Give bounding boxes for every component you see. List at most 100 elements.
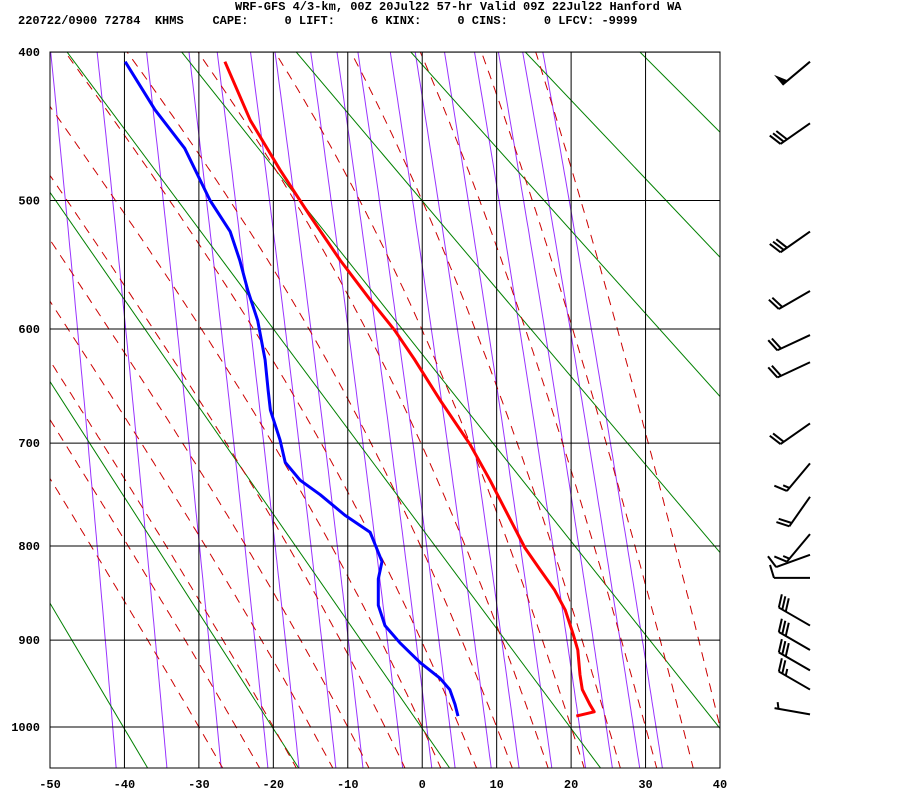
barb-full [776, 521, 790, 528]
wind-barb [767, 334, 811, 352]
dry-adiabat [524, 52, 720, 258]
barb-staff [776, 334, 811, 352]
dry-adiabat [295, 52, 720, 554]
barb-full [773, 484, 788, 492]
dry-adiabat [50, 602, 149, 768]
wind-barb [773, 533, 811, 563]
mixing-ratio-line [188, 52, 269, 768]
wind-barb [774, 60, 811, 86]
station-id: KHMS [154, 14, 184, 28]
barb-half [782, 484, 790, 489]
x-tick-label: -10 [337, 778, 359, 792]
moist-adiabat [50, 418, 261, 768]
x-tick-label: 20 [564, 778, 578, 792]
mixing-ratio-line [216, 52, 300, 768]
barb-full [771, 365, 782, 377]
kinx-label: KINX: [385, 14, 422, 28]
barb-staff [788, 496, 811, 527]
mixing-ratio-line [414, 52, 520, 768]
barb-full [772, 240, 785, 251]
kinx-value: 0 [457, 14, 465, 28]
barb-full [768, 298, 780, 310]
barb-pennant [774, 74, 788, 85]
lift-label: LIFT: [298, 14, 335, 28]
barb-full [772, 432, 785, 443]
mixing-ratio-line [357, 52, 456, 768]
lfcv-value: -9999 [601, 14, 638, 28]
x-tick-label: -30 [188, 778, 210, 792]
barb-staff [779, 230, 811, 254]
mixing-ratio-line [389, 52, 492, 768]
moist-adiabat [480, 52, 694, 768]
barb-staff [775, 553, 811, 569]
x-tick-label: 30 [638, 778, 652, 792]
y-tick-label: 800 [18, 540, 40, 554]
cape-value: 0 [284, 14, 292, 28]
barb-full [784, 622, 790, 637]
barb-full [778, 517, 792, 524]
wind-barb [769, 422, 811, 445]
mixing-ratio-line [96, 52, 168, 768]
mixing-ratio-line [336, 52, 433, 768]
wind-barb [773, 462, 811, 492]
axis-ticks: 400 500 600 700 800 900 1000 -50 -40 -30 -20 -10 0 10… [11, 46, 727, 792]
barb-full [767, 555, 777, 568]
barb-full [775, 130, 788, 141]
barb-full [771, 296, 783, 308]
cins-value: 0 [543, 14, 552, 28]
chart-title: WRF-GFS 4/3-km, 00Z 20Jul22 57-hr Valid … [235, 0, 682, 14]
y-tick-label: 1000 [11, 721, 40, 735]
wind-barb [769, 230, 811, 254]
wind-barb [777, 658, 811, 691]
y-tick-label: 900 [18, 634, 40, 648]
barb-full [784, 598, 790, 612]
barb-full [781, 596, 787, 610]
dry-adiabat [639, 52, 720, 133]
barb-staff [778, 651, 811, 672]
moist-adiabat [126, 52, 513, 768]
dry-adiabat [66, 52, 602, 768]
moist-adiabat [50, 105, 442, 768]
mixing-ratio-line [473, 52, 587, 768]
barb-staff [774, 707, 811, 716]
lfcv-label: LFCV: [558, 14, 595, 28]
barb-full [781, 640, 787, 655]
barb-half [776, 701, 780, 709]
dry-adiabat [181, 52, 720, 730]
barb-full [775, 238, 788, 249]
wind-barb [767, 553, 811, 569]
dry-adiabat [860, 44, 900, 768]
barb-full [781, 620, 787, 635]
barb-full [767, 339, 779, 351]
wind-barb [777, 594, 811, 627]
background-lines [50, 44, 900, 768]
wind-barb [776, 496, 811, 528]
x-tick-label: -20 [263, 778, 285, 792]
barb-full [769, 134, 782, 145]
dewpoint-line [123, 60, 460, 717]
mixing-ratio-line [443, 52, 553, 768]
moist-adiabat [50, 359, 297, 768]
mixing-ratio-line [249, 52, 337, 768]
barb-full [769, 434, 782, 445]
x-tick-label: 10 [489, 778, 503, 792]
wind-barb [774, 701, 811, 716]
barb-full [771, 337, 782, 350]
barb-staff [778, 290, 811, 310]
barb-staff [778, 606, 811, 627]
station-number: 72784 [104, 14, 141, 28]
profiles [123, 60, 596, 718]
x-tick-label: -40 [114, 778, 136, 792]
barb-full [777, 594, 783, 608]
barb-staff [776, 361, 811, 379]
grid [49, 51, 721, 769]
x-tick-label: 40 [713, 778, 727, 792]
y-tick-label: 600 [18, 323, 40, 337]
barb-full [781, 660, 787, 674]
barb-full [777, 638, 783, 653]
y-tick-label: 700 [18, 437, 40, 451]
cape-label: CAPE: [212, 14, 249, 28]
moist-adiabat [50, 174, 406, 768]
barb-full [772, 132, 785, 143]
